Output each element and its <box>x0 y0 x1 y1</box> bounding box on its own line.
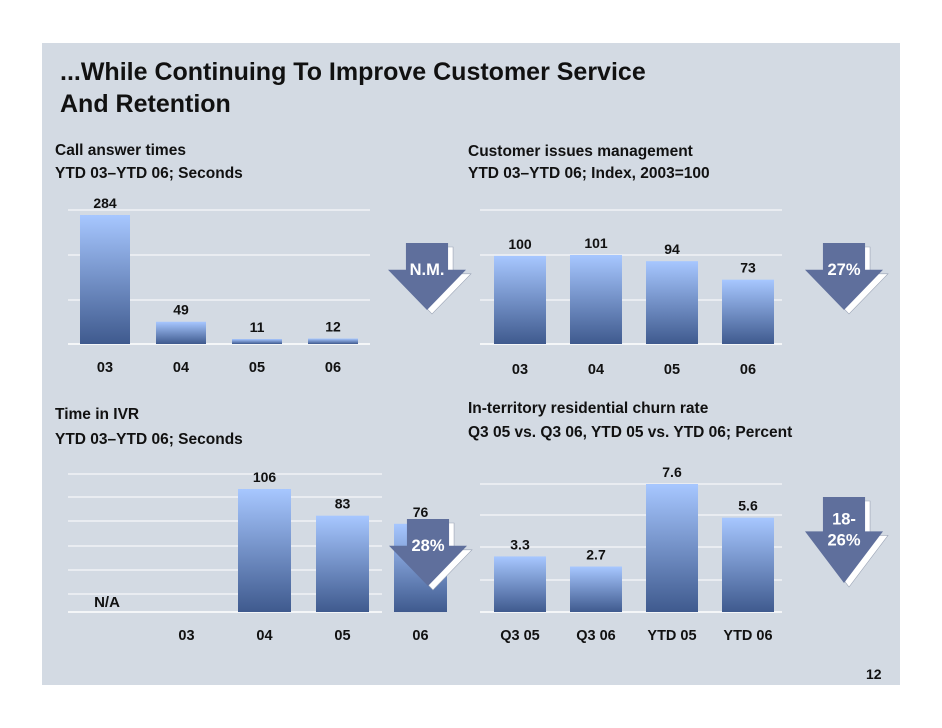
chart2-data-label: 100 <box>508 236 532 252</box>
chart3-data-label: N/A <box>94 594 120 611</box>
chart4-data-label: 2.7 <box>586 547 606 563</box>
chart2-change-label: 27% <box>827 261 860 279</box>
chart1-tick-label: 05 <box>249 360 265 376</box>
chart4-data-label: 5.6 <box>738 498 758 514</box>
chart4-bar <box>570 566 622 612</box>
chart4-tick-label: Q3 06 <box>576 628 616 644</box>
chart1-bar <box>308 338 358 344</box>
chart1-data-label: 284 <box>93 195 117 211</box>
chart1-change-label: N.M. <box>410 261 445 279</box>
chart4-data-label: 3.3 <box>510 536 530 552</box>
chart2-bar <box>494 255 546 344</box>
chart1-bar <box>232 339 282 344</box>
chart2-data-label: 73 <box>740 260 756 276</box>
chart3-tick-label: 03 <box>178 628 194 644</box>
chart4-bar <box>494 556 546 612</box>
chart4-tick-label: Q3 05 <box>500 628 540 644</box>
chart3-subtitle: YTD 03–YTD 06; Seconds <box>55 431 243 448</box>
chart3-data-label: 76 <box>413 504 429 520</box>
chart2-tick-label: 05 <box>664 362 680 378</box>
chart4-tick-label: YTD 06 <box>723 628 772 644</box>
chart2-data-label: 94 <box>664 241 680 257</box>
chart1-subtitle: YTD 03–YTD 06; Seconds <box>55 165 243 182</box>
chart4-title: In-territory residential churn rate <box>468 400 709 417</box>
chart1-title: Call answer times <box>55 142 186 159</box>
chart2-tick-label: 06 <box>740 362 756 378</box>
chart4-data-label: 7.6 <box>662 464 682 480</box>
chart3-data-label: 106 <box>253 469 277 485</box>
chart3-title: Time in IVR <box>55 406 140 423</box>
page-title-line2: And Retention <box>60 90 231 118</box>
chart1-tick-label: 04 <box>173 360 189 376</box>
chart3-data-label: 83 <box>335 496 351 512</box>
chart4-change-label: 18- <box>832 510 856 528</box>
page-number: 12 <box>866 666 882 682</box>
chart2-subtitle: YTD 03–YTD 06; Index, 2003=100 <box>468 165 710 182</box>
chart3-tick-label: 04 <box>256 628 272 644</box>
chart2-bar <box>646 261 698 344</box>
chart2-tick-label: 04 <box>588 362 604 378</box>
chart2-data-label: 101 <box>584 235 608 251</box>
chart1-tick-label: 03 <box>97 360 113 376</box>
page-title: ...While Continuing To Improve Customer … <box>60 58 646 86</box>
chart2-bar <box>570 255 622 344</box>
chart4-tick-label: YTD 05 <box>647 628 696 644</box>
chart1-data-label: 12 <box>325 319 341 335</box>
chart1-bar <box>80 215 130 344</box>
chart3-tick-label: 05 <box>334 628 350 644</box>
chart3-arrow-icon <box>389 519 467 586</box>
chart2-bar <box>722 279 774 344</box>
chart3-change-label: 28% <box>411 537 444 555</box>
chart1-bar <box>156 321 206 344</box>
chart3-bar <box>238 489 291 612</box>
chart4-change-label: 26% <box>827 531 860 549</box>
chart2-arrow-icon <box>805 243 883 310</box>
chart4-bar <box>646 484 698 612</box>
chart1-arrow-icon <box>388 243 466 310</box>
chart2-tick-label: 03 <box>512 362 528 378</box>
chart3-bar <box>316 515 369 612</box>
chart4-arrow-icon <box>805 497 883 583</box>
chart1-data-label: 11 <box>250 319 265 335</box>
chart1-tick-label: 06 <box>325 360 341 376</box>
chart4-bar <box>722 517 774 612</box>
chart1-data-label: 49 <box>173 302 189 318</box>
chart3-tick-label: 06 <box>412 628 428 644</box>
chart4-subtitle: Q3 05 vs. Q3 06, YTD 05 vs. YTD 06; Perc… <box>468 424 793 441</box>
chart2-title: Customer issues management <box>468 143 693 160</box>
